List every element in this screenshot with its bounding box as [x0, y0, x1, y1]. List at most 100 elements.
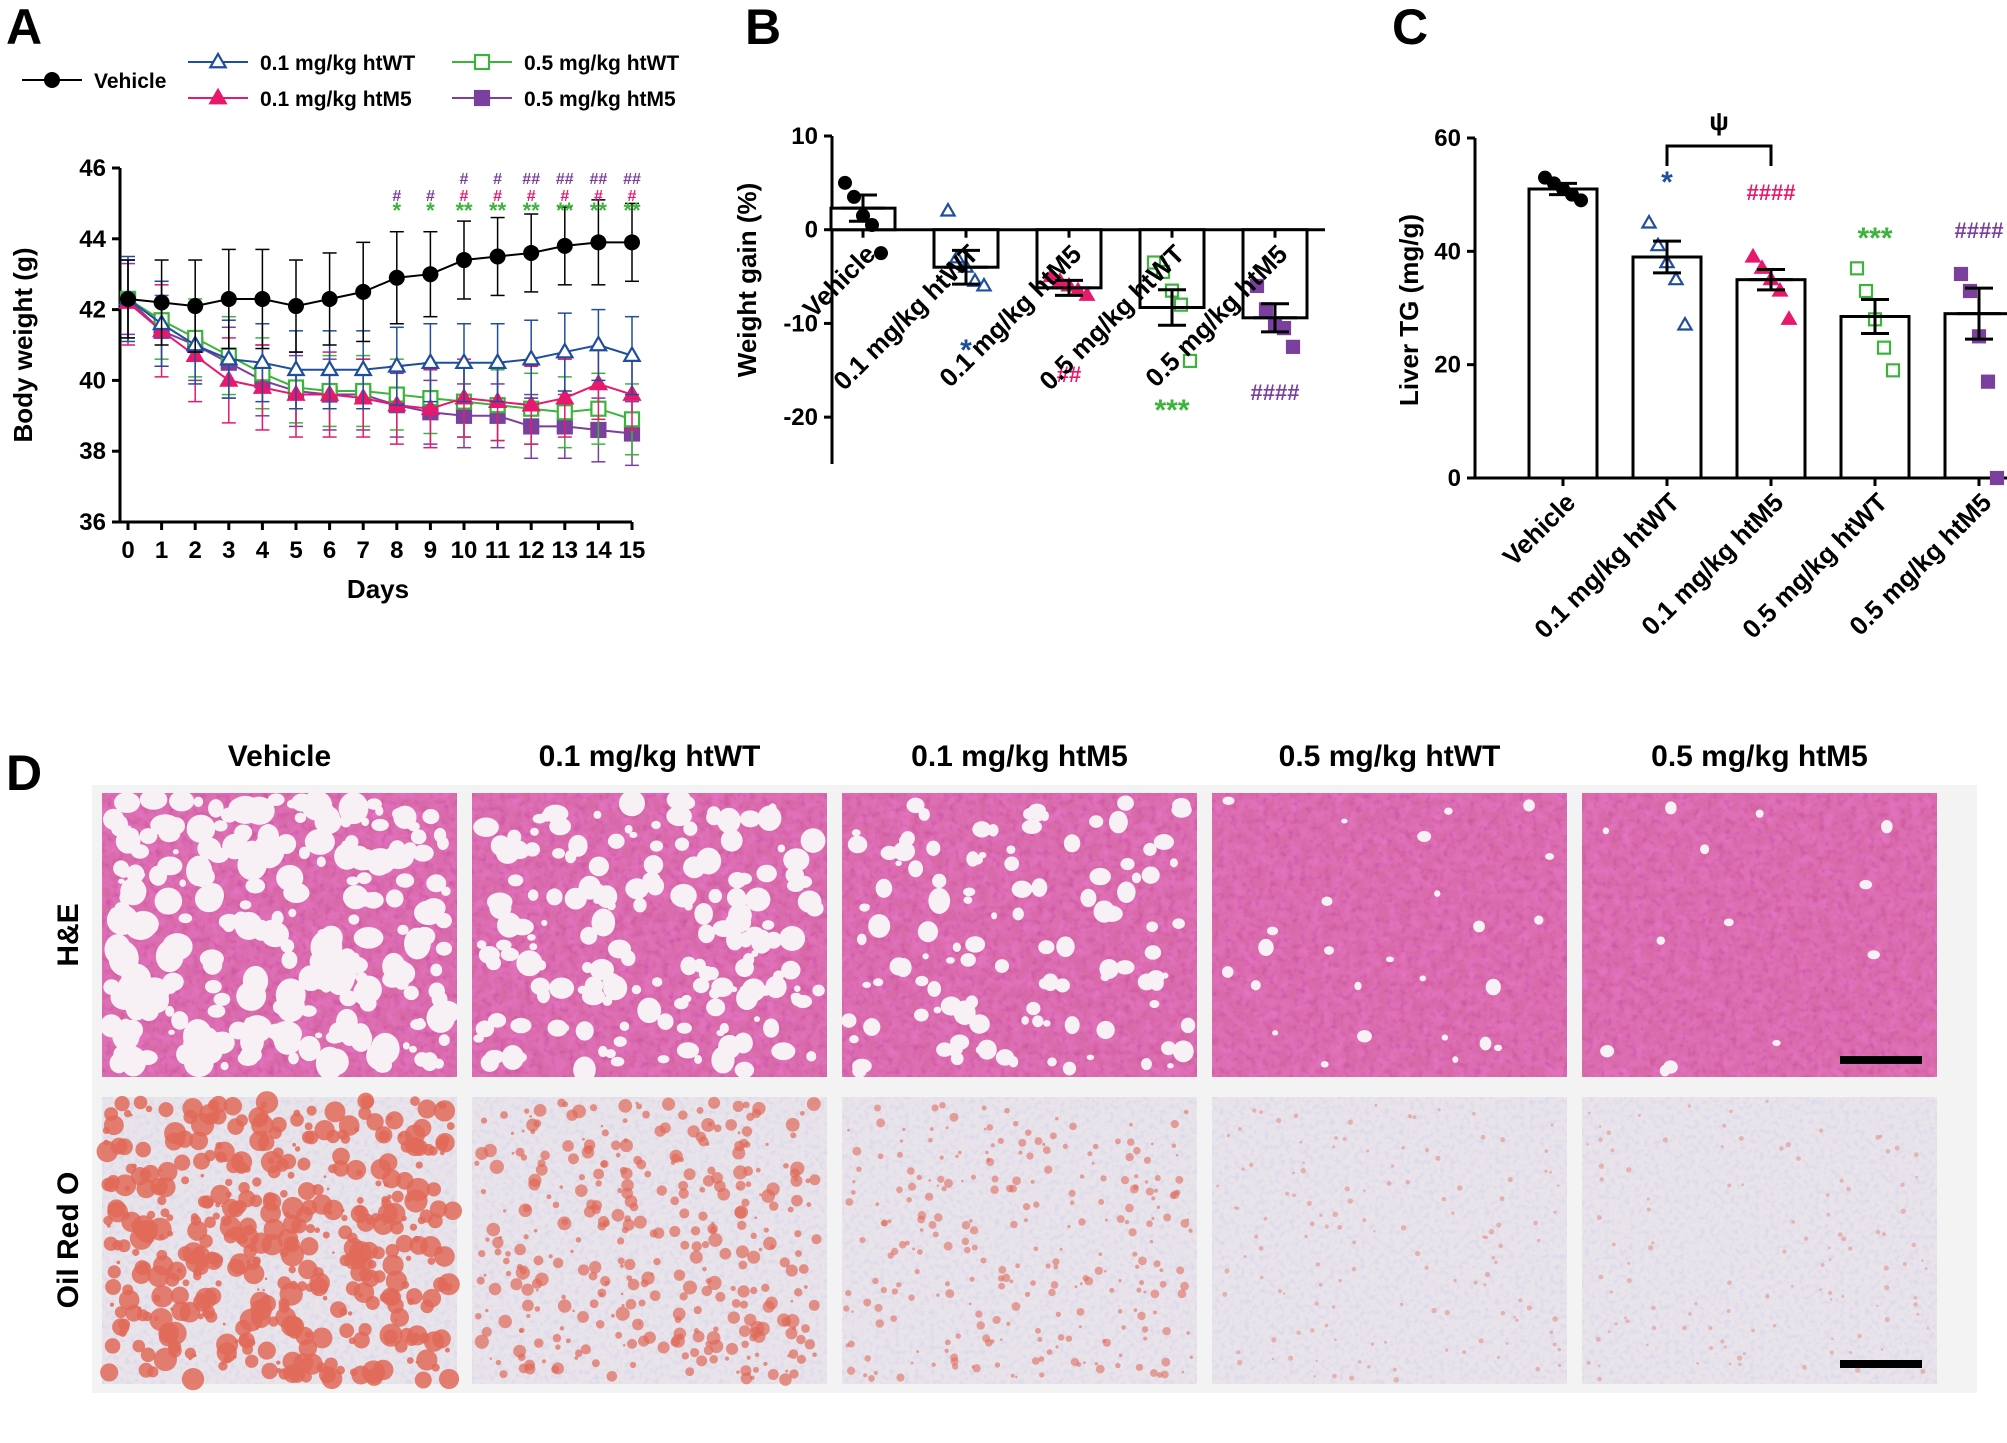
- d-lipid-droplet: [341, 1214, 348, 1222]
- d-he-vacuole: [562, 1024, 570, 1032]
- d-lipid-droplet: [1820, 1262, 1825, 1267]
- d-he-image: [100, 789, 461, 1080]
- d-he-vacuole: [1047, 1057, 1057, 1067]
- d-lipid-droplet: [381, 1195, 389, 1204]
- d-he-vacuole: [1222, 796, 1235, 806]
- d-lipid-droplet: [863, 1373, 868, 1378]
- d-lipid-droplet: [528, 1173, 542, 1187]
- d-he-vacuole: [1320, 1061, 1329, 1068]
- d-he-vacuole: [972, 821, 992, 838]
- d-lipid-droplet: [791, 1194, 803, 1207]
- d-lipid-droplet: [103, 1236, 118, 1251]
- d-lipid-droplet: [1079, 1174, 1085, 1179]
- d-lipid-droplet: [157, 1161, 178, 1182]
- d-he-vacuole: [922, 953, 929, 960]
- d-lipid-droplet: [1176, 1266, 1185, 1275]
- d-lipid-droplet: [692, 1330, 705, 1343]
- d-lipid-droplet: [107, 1199, 126, 1218]
- d-he-vacuole: [529, 943, 538, 951]
- d-lipid-droplet: [1544, 1169, 1548, 1173]
- d-lipid-droplet: [195, 1287, 217, 1310]
- d-lipid-droplet: [972, 1364, 981, 1373]
- a-series-line: [127, 301, 633, 410]
- d-lipid-droplet: [1738, 1135, 1744, 1142]
- d-lipid-droplet: [1087, 1151, 1093, 1157]
- a-data-point: [489, 248, 506, 265]
- d-lipid-droplet: [404, 1189, 428, 1213]
- d-he-vacuole: [794, 985, 801, 992]
- d-lipid-droplet: [574, 1356, 579, 1360]
- d-lipid-droplet: [323, 1175, 327, 1179]
- d-he-vacuole: [906, 797, 925, 814]
- b-individual-point: [948, 248, 966, 264]
- d-he-vacuole: [953, 1000, 976, 1025]
- d-lipid-droplet: [597, 1221, 607, 1231]
- a-x-axis-title: Days: [347, 574, 409, 604]
- d-lipid-droplet: [276, 1367, 282, 1373]
- a-y-tick-label: 40: [79, 367, 106, 394]
- a-y-tick-label: 38: [79, 438, 106, 465]
- d-he-vacuole: [273, 1024, 301, 1055]
- d-he-vacuole: [426, 874, 447, 893]
- d-lipid-droplet: [326, 1129, 340, 1144]
- d-lipid-droplet: [96, 1140, 118, 1163]
- d-he-vacuole: [316, 856, 326, 868]
- d-lipid-droplet: [1837, 1232, 1843, 1238]
- d-lipid-droplet: [859, 1237, 866, 1244]
- d-lipid-droplet: [1044, 1165, 1053, 1174]
- d-lipid-droplet: [311, 1327, 333, 1349]
- d-he-vacuole: [476, 940, 487, 949]
- d-lipid-droplet: [1252, 1108, 1257, 1113]
- d-lipid-droplet: [577, 1311, 589, 1323]
- d-he-vacuole: [1103, 908, 1112, 917]
- d-lipid-droplet: [1729, 1109, 1733, 1114]
- d-he-vacuole: [863, 904, 870, 909]
- d-lipid-droplet: [1742, 1352, 1746, 1356]
- d-lipid-droplet: [1143, 1336, 1148, 1341]
- d-lipid-droplet: [1156, 1205, 1161, 1209]
- c-category-label: Vehicle: [1497, 487, 1582, 572]
- d-lipid-droplet: [223, 1097, 242, 1116]
- d-lipid-droplet: [494, 1248, 502, 1256]
- d-he-vacuole: [598, 1045, 608, 1058]
- d-he-vacuole: [564, 887, 587, 910]
- d-lipid-droplet: [680, 1240, 690, 1250]
- d-lipid-droplet: [288, 1265, 296, 1274]
- d-he-vacuole: [218, 913, 240, 930]
- d-he-vacuole: [1417, 830, 1432, 843]
- d-lipid-droplet: [624, 1258, 636, 1271]
- d-he-vacuole: [1700, 844, 1710, 855]
- d-lipid-droplet: [1424, 1148, 1429, 1153]
- d-lipid-droplet: [1841, 1295, 1845, 1298]
- d-lipid-droplet: [936, 1184, 939, 1187]
- d-lipid-droplet: [736, 1370, 740, 1374]
- d-he-vacuole: [409, 1045, 417, 1053]
- d-lipid-droplet: [1136, 1287, 1142, 1293]
- d-he-vacuole: [1021, 819, 1042, 835]
- d-lipid-droplet: [118, 1329, 127, 1337]
- d-lipid-droplet: [1314, 1301, 1319, 1306]
- d-lipid-droplet: [1170, 1119, 1179, 1129]
- d-lipid-droplet: [936, 1293, 940, 1297]
- d-lipid-droplet: [875, 1319, 884, 1328]
- d-he-vacuole: [169, 790, 195, 812]
- d-lipid-droplet: [444, 1347, 450, 1353]
- d-he-vacuole: [670, 883, 697, 908]
- d-lipid-droplet: [292, 1142, 297, 1147]
- panel-label-b: B: [745, 0, 781, 55]
- d-lipid-droplet: [210, 1184, 231, 1205]
- d-lipid-droplet: [1400, 1225, 1407, 1231]
- d-lipid-droplet: [104, 1338, 121, 1354]
- d-lipid-droplet: [1055, 1311, 1062, 1317]
- d-lipid-droplet: [189, 1131, 209, 1151]
- d-lipid-droplet: [1160, 1370, 1169, 1379]
- d-lipid-droplet: [872, 1277, 879, 1285]
- d-lipid-droplet: [1076, 1362, 1082, 1367]
- d-he-vacuole: [619, 1021, 630, 1032]
- d-he-vacuole: [1117, 795, 1134, 811]
- d-he-vacuole: [342, 885, 369, 910]
- d-lipid-droplet: [159, 1168, 162, 1172]
- d-lipid-droplet: [633, 1155, 643, 1165]
- d-he-vacuole: [202, 883, 225, 908]
- b-significance-mark: *: [960, 334, 972, 367]
